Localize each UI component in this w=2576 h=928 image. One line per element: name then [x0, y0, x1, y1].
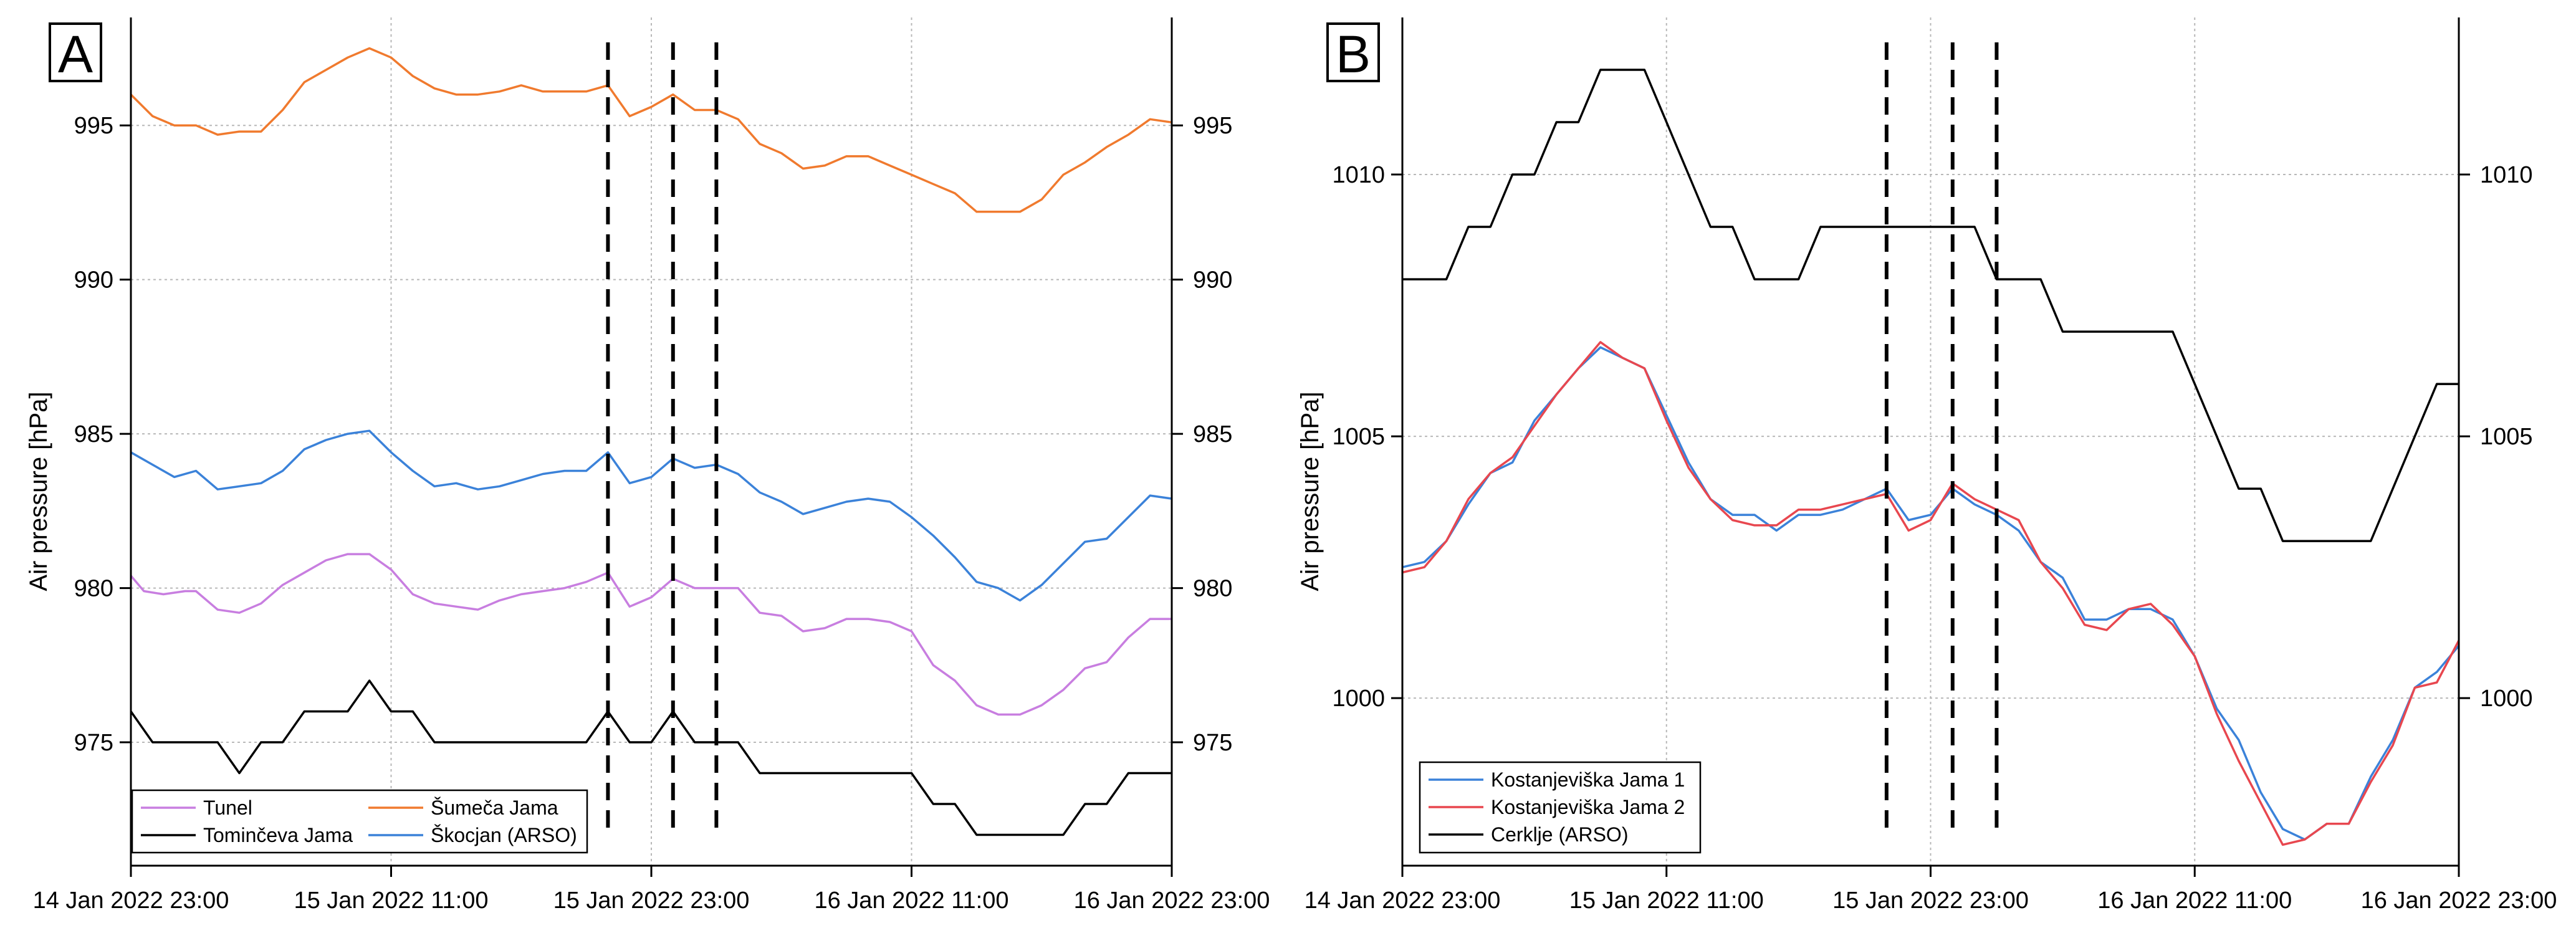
panel-letter: B — [1336, 25, 1371, 84]
x-tick-label: 16 Jan 2022 23:00 — [2361, 887, 2557, 914]
y-tick-label-left: 1000 — [1332, 686, 1385, 712]
y-tick-label-right: 995 — [1193, 113, 1232, 139]
panel-letter-box — [1326, 22, 1380, 82]
y-tick-label-left: 980 — [74, 576, 113, 602]
y-tick-label-left: 1005 — [1332, 424, 1385, 450]
y-axis-title: Air pressure [hPa] — [1296, 391, 1324, 591]
panel-B: 14 Jan 2022 23:00 15 Jan 2022 11:00 15 Jan… — [1296, 17, 2557, 914]
y-tick-label-right: 1010 — [2480, 162, 2533, 188]
y-tick-label-left: 990 — [74, 267, 113, 294]
x-tick-label: 16 Jan 2022 11:00 — [814, 887, 1008, 914]
legend-label: Škocjan (ARSO) — [431, 824, 577, 846]
y-tick-label-left: 1010 — [1332, 162, 1385, 188]
legend: Kostanjeviška Jama 1 Kostanjeviška Jama 2… — [1419, 761, 1702, 854]
panel-letter: A — [58, 25, 93, 84]
panel-letter-box — [49, 22, 102, 82]
legend: Tunel Šumeča Jama Tominčeva Jama Škocjan (A… — [131, 789, 588, 854]
legend-label: Tunel — [203, 796, 252, 819]
legend-label: Šumeča Jama — [431, 796, 558, 819]
x-tick-label: 15 Jan 2022 11:00 — [294, 887, 488, 914]
legend-label: Kostanjeviška Jama 1 — [1491, 768, 1685, 791]
y-tick-label-right: 980 — [1193, 576, 1232, 602]
y-tick-label-right: 1000 — [2480, 686, 2533, 712]
panel-A: 14 Jan 2022 23:00 15 Jan 2022 11:00 15 Jan… — [25, 17, 1270, 914]
series-line-4 — [130, 429, 1172, 602]
x-tick-label: 15 Jan 2022 11:00 — [1569, 887, 1764, 914]
y-tick-label-right: 985 — [1193, 421, 1232, 447]
x-tick-label: 14 Jan 2022 23:00 — [1305, 887, 1501, 914]
y-tick-label-right: 1005 — [2480, 424, 2533, 450]
y-tick-label-right: 990 — [1193, 267, 1232, 294]
legend-box — [131, 789, 588, 854]
y-tick-label-left: 975 — [74, 730, 113, 756]
y-tick-label-right: 975 — [1193, 730, 1232, 756]
x-tick-label: 15 Jan 2022 23:00 — [553, 887, 750, 914]
y-tick-label-left: 995 — [74, 113, 113, 139]
series-line-2 — [1402, 341, 2460, 846]
y-tick-label-left: 985 — [74, 421, 113, 447]
x-tick-label: 16 Jan 2022 11:00 — [2097, 887, 2292, 914]
series-line-1 — [130, 553, 1172, 716]
x-tick-label: 14 Jan 2022 23:00 — [33, 887, 229, 914]
legend-label: Tominčeva Jama — [203, 824, 353, 846]
legend-label: Cerklje (ARSO) — [1491, 823, 1628, 846]
x-tick-label: 16 Jan 2022 23:00 — [1074, 887, 1270, 914]
y-axis-title: Air pressure [hPa] — [25, 391, 52, 591]
series-line-3 — [130, 679, 1172, 836]
series-line-2 — [130, 47, 1172, 213]
x-tick-label: 15 Jan 2022 23:00 — [1832, 887, 2029, 914]
series-line-3 — [1402, 69, 2459, 542]
legend-label: Kostanjeviška Jama 2 — [1491, 796, 1685, 818]
